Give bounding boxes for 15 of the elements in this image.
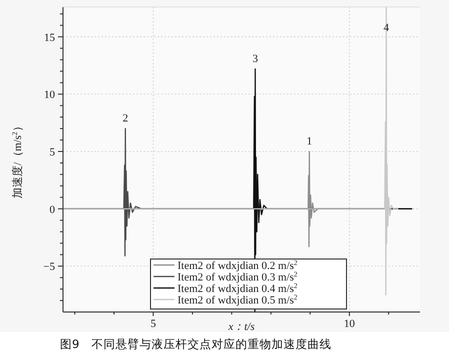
annotation: 1 xyxy=(306,135,312,148)
legend-label: Item2 of wdxjdian 0.4 m/s$^{2}$ xyxy=(178,282,298,295)
annotation: 3 xyxy=(252,52,258,65)
y-tick-label: 0 xyxy=(50,204,56,216)
y-tick-label: 5 xyxy=(50,146,56,158)
legend-label: Item2 of wdxjdian 0.2 m/s$^{2}$ xyxy=(178,259,298,272)
legend-label: Item2 of wdxjdian 0.5 m/s$^{2}$ xyxy=(178,294,298,306)
y-tick-label: −5 xyxy=(43,261,56,274)
annotation: 4 xyxy=(384,22,390,34)
caption: 图9 不同悬臂与液压杆交点对应的重物加速度曲线 xyxy=(60,337,332,351)
x-axis-title: x：t/s xyxy=(227,321,255,333)
legend-label: Item2 of wdxjdian 0.3 m/s$^{2}$ xyxy=(178,270,298,284)
y-tick-label: 15 xyxy=(44,32,56,44)
annotation: 2 xyxy=(122,112,128,125)
y-tick-label: 10 xyxy=(44,89,56,102)
